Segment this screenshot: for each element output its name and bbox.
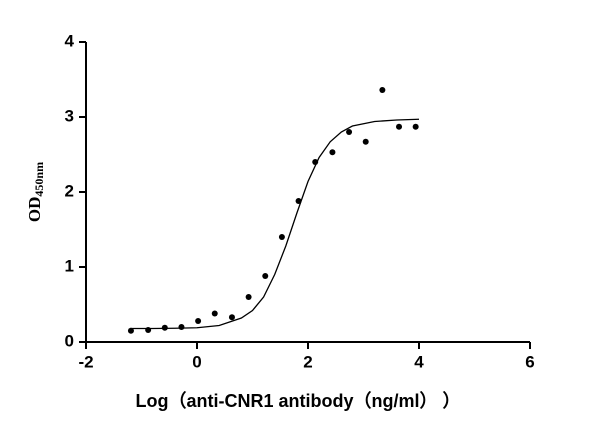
data-point	[228, 314, 235, 321]
y-label-sub: 450nm	[32, 162, 46, 197]
x-tick-label: -2	[78, 352, 93, 371]
data-point	[211, 310, 218, 317]
data-point	[195, 318, 202, 324]
data-point	[245, 294, 252, 300]
y-axis-label: OD450nm	[25, 162, 46, 222]
data-point	[379, 87, 386, 93]
data-point	[262, 273, 269, 279]
x-tick-label: 6	[525, 352, 534, 371]
data-point	[396, 123, 403, 130]
x-axis-label: Log（anti-CNR1 antibody（ng/ml） ）	[136, 391, 461, 411]
data-point	[295, 198, 302, 204]
x-tick-label: 2	[303, 352, 312, 371]
y-tick-label: 3	[65, 106, 74, 125]
data-point	[329, 149, 336, 156]
data-point	[278, 234, 285, 240]
data-point	[145, 327, 152, 333]
y-tick-label: 0	[65, 331, 74, 350]
y-label-main: OD	[25, 197, 44, 223]
data-point	[127, 327, 134, 334]
data-point	[412, 123, 419, 130]
data-point	[178, 324, 185, 330]
y-tick-label: 4	[65, 31, 75, 50]
x-tick-label: 0	[192, 352, 201, 371]
y-tick-label: 2	[65, 181, 74, 200]
data-point	[312, 159, 319, 165]
x-tick-label: 4	[414, 352, 424, 371]
data-point	[161, 324, 168, 331]
data-point	[362, 138, 369, 145]
fit-curve	[130, 118, 420, 330]
data-point	[346, 129, 353, 135]
y-tick-label: 1	[65, 256, 74, 275]
